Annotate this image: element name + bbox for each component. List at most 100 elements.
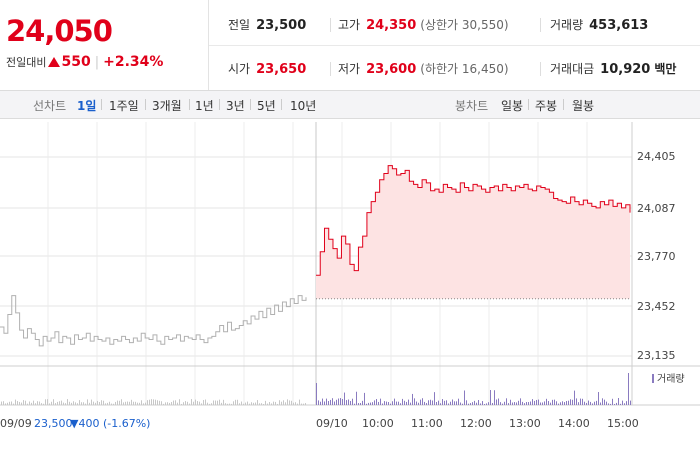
volume-bar [57,401,58,405]
volume-bar [346,400,347,405]
volume-bar [498,398,499,405]
volume-bar [89,402,90,405]
tab-3m[interactable]: 3개월 [152,99,182,113]
volume-bar [91,399,92,405]
volume-bar [223,399,224,405]
volume-bar [215,400,216,405]
volume-bar [7,402,8,405]
volume-bar [322,398,323,405]
volume-bar [131,399,132,405]
tab-1d[interactable]: 1일 [77,99,97,113]
volume-bar [584,401,585,405]
volume-bar [568,400,569,405]
volume-bar [119,400,120,405]
volume-bar [195,399,196,405]
volume-bar [522,401,523,405]
volume-bar [318,400,319,405]
volume-bar [193,401,194,405]
volume-bar [360,402,361,405]
volume-bar [65,403,66,405]
volume-bar [320,401,321,405]
volume-bar [155,399,156,405]
volume-bar [456,401,457,405]
volume-bar [622,400,623,405]
tab-10y[interactable]: 10년 [290,99,317,113]
volume-bar [436,401,437,405]
volume-bar [570,399,571,405]
volume-bar [600,402,601,405]
tab-weekly[interactable]: 주봉 [535,99,558,113]
current-day-line [316,165,631,276]
volume-bar [612,398,613,405]
volume-bar [231,403,232,405]
tab-1w[interactable]: 1주일 [109,99,139,113]
volume-bar [324,401,325,405]
volume-bar [528,402,529,405]
volume-bar [243,403,244,405]
volume-bar [171,402,172,405]
volume-bar [283,400,284,405]
volume-bar [450,401,451,405]
volume-bar [482,401,483,405]
tab-3y[interactable]: 3년 [226,99,245,113]
volume-bar [31,402,32,405]
volume-bar [13,403,14,405]
volume-bar [213,400,214,405]
change-value: 550 [61,54,91,70]
volume-bar [500,402,501,405]
volume-bar [452,399,453,405]
volume-bar [97,400,98,405]
tab-daily[interactable]: 일봉 [501,99,524,113]
volume-bar [438,400,439,405]
volume-bar [169,402,170,405]
volume-bar [15,399,16,405]
tab-1y[interactable]: 1년 [195,99,214,113]
open-price: 시가 23,650 [228,62,307,77]
volume-bar [396,401,397,405]
volume-bar [199,401,200,405]
volume-bar [362,400,363,405]
volume-bar [41,403,42,405]
volume-bar [404,400,405,405]
volume-bar [534,400,535,405]
volume-bar [580,398,581,405]
volume-bar [39,401,40,405]
volume-bar [87,399,88,405]
volume-bar [133,401,134,405]
volume-bar [376,399,377,405]
volume-bar [472,402,473,405]
volume-bar [207,402,208,405]
volume-bar [147,400,148,405]
tab-monthly[interactable]: 월봉 [572,99,595,113]
volume-bar [121,399,122,405]
volume-bar [464,390,465,405]
volume-bar [17,401,18,405]
volume-bar [117,400,118,405]
volume-bar [75,402,76,405]
volume-bar [59,401,60,405]
volume-bar [145,402,146,405]
volume-bar [428,400,429,405]
volume-bar [239,403,240,405]
volume-bar [406,401,407,405]
volume-bar [285,402,286,405]
volume-bar [293,402,294,405]
volume-bar [352,398,353,405]
high-price: 고가 24,350 (상한가 30,550) [338,18,509,33]
volume-bar [303,403,304,405]
volume-bar [217,400,218,405]
volume-bar [71,402,72,405]
volume-bar [125,401,126,405]
volume-bar [209,403,210,405]
volume-legend: 거래량 [657,373,685,385]
volume-bar [390,403,391,405]
volume-bar [606,401,607,405]
tab-5y[interactable]: 5년 [257,99,276,113]
volume-bar [402,398,403,405]
x-tick-label: 15:00 [607,417,639,430]
axis-labels: 24,405 24,087 23,770 23,452 23,135 10:00… [0,150,685,430]
volume-bar [368,402,369,405]
price-box: 24,050 전일대비 550 | +2.34% [0,0,209,90]
volume-bar [221,402,222,405]
